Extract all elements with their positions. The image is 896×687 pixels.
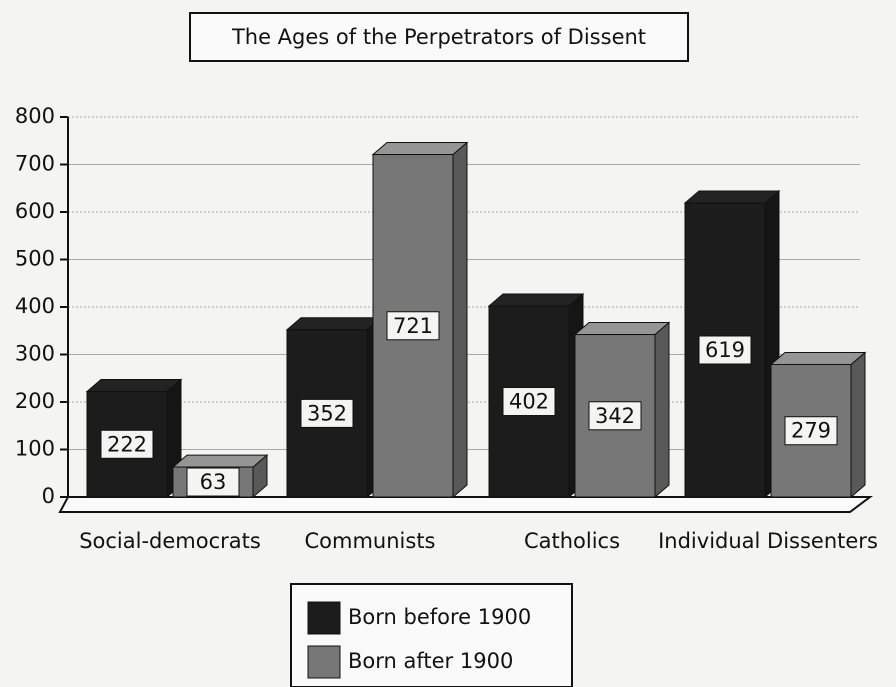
bar bbox=[769, 351, 867, 499]
legend-swatch bbox=[307, 601, 341, 635]
legend-swatch bbox=[307, 645, 341, 679]
title-box bbox=[189, 12, 689, 62]
x-tick-label: Communists bbox=[305, 529, 436, 553]
data-label-box bbox=[300, 398, 354, 428]
data-label: 721 bbox=[393, 314, 433, 338]
bar-front bbox=[770, 363, 852, 498]
data-label-box bbox=[698, 335, 752, 365]
x-tick-label: Catholics bbox=[524, 529, 620, 553]
bar-top bbox=[371, 142, 469, 156]
data-label-box bbox=[502, 387, 556, 417]
data-label: 352 bbox=[307, 401, 347, 425]
bar-side bbox=[654, 321, 670, 499]
bar-side bbox=[452, 141, 468, 499]
bar-top bbox=[573, 322, 671, 336]
y-tick-label: 100 bbox=[15, 437, 55, 461]
data-label: 279 bbox=[791, 419, 831, 443]
bar-top bbox=[487, 293, 585, 307]
bar-top bbox=[683, 190, 781, 204]
data-label-box bbox=[784, 416, 838, 446]
data-label: 402 bbox=[509, 390, 549, 414]
y-tick-label: 0 bbox=[42, 484, 55, 508]
bar-top bbox=[285, 317, 383, 331]
data-label-box bbox=[100, 429, 154, 459]
y-tick-label: 800 bbox=[15, 104, 55, 128]
y-tick-label: 500 bbox=[15, 247, 55, 271]
data-label: 619 bbox=[705, 338, 745, 362]
x-tick-label: Social-democrats bbox=[79, 529, 261, 553]
bar-top bbox=[85, 379, 183, 393]
bar-top bbox=[769, 351, 867, 365]
y-tick-label: 300 bbox=[15, 342, 55, 366]
y-tick-label: 600 bbox=[15, 199, 55, 223]
data-label: 342 bbox=[595, 404, 635, 428]
y-tick-label: 200 bbox=[15, 389, 55, 413]
data-label-box bbox=[186, 467, 240, 497]
data-label: 63 bbox=[200, 470, 227, 494]
floor bbox=[58, 496, 873, 513]
data-label-box bbox=[386, 311, 440, 341]
legend-label: Born before 1900 bbox=[348, 605, 531, 629]
y-tick-label: 700 bbox=[15, 152, 55, 176]
x-tick-label: Individual Dissenters bbox=[658, 529, 878, 553]
y-tick-label: 400 bbox=[15, 294, 55, 318]
chart-title: The Ages of the Perpetrators of Dissent bbox=[231, 25, 646, 49]
data-label-box bbox=[588, 401, 642, 431]
legend-label: Born after 1900 bbox=[348, 649, 513, 673]
data-label: 222 bbox=[107, 432, 147, 456]
bar-top bbox=[171, 454, 269, 468]
bar-side bbox=[850, 351, 866, 499]
